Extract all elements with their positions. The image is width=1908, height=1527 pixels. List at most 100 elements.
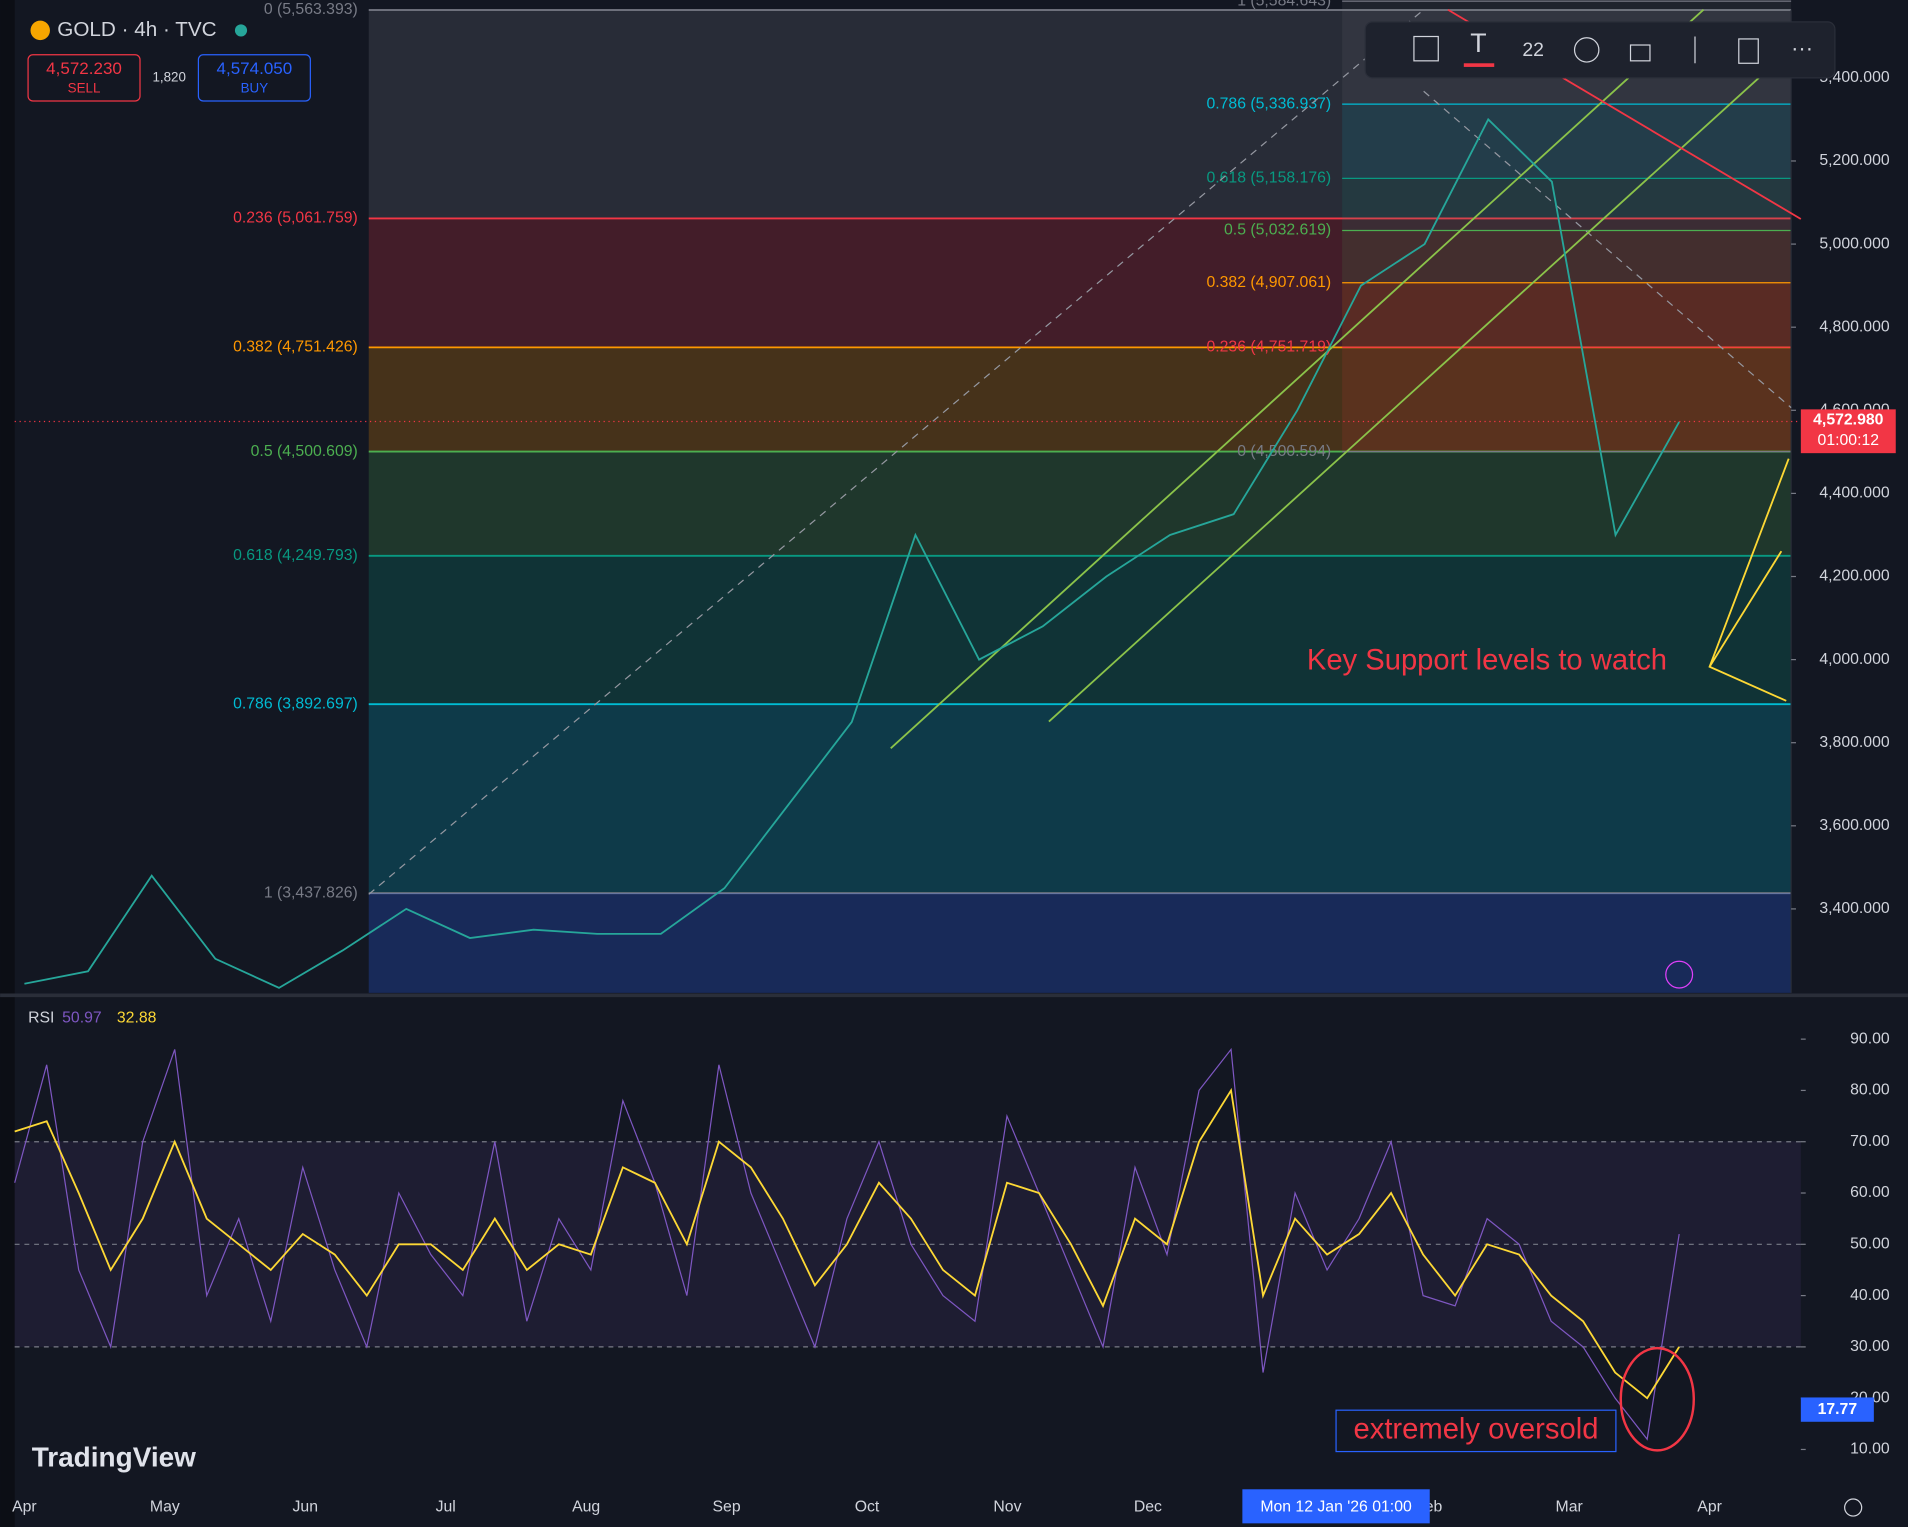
y-tick-label: 4,800.000 [1819,318,1889,335]
sell-button[interactable] [27,54,141,102]
fib-band [1342,347,1792,452]
settings-icon[interactable] [1573,37,1600,63]
arrow [1708,550,1783,668]
fib-label: 1 (5,584.643) [1237,0,1331,9]
x-tick-label: May [150,1499,180,1516]
status-dot [234,24,248,37]
y-tick-label: 50.00 [1850,1235,1890,1252]
fib-label: 0.236 (5,061.759) [233,210,358,227]
channel-line [1048,47,1792,723]
price-line [24,117,1680,989]
x-tick-label: Nov [993,1499,1021,1516]
y-tick-label: 5,400.000 [1819,69,1889,86]
sell-label: SELL [68,80,101,95]
x-tick-label: Oct [855,1499,880,1516]
x-tick-label: Mar [1556,1499,1583,1516]
crosshair-label: Mon 12 Jan '26 01:00 [1260,1499,1412,1516]
tool-icon[interactable] [1413,35,1439,62]
fib-label: 0.786 (5,336.937) [1206,95,1331,112]
font-size[interactable]: 22 [1522,39,1544,61]
fib-band [1342,178,1792,231]
y-tick-label: 5,200.000 [1819,152,1889,169]
x-tick-label: Apr [1697,1499,1722,1516]
circle-annotation [1619,1346,1695,1452]
y-tick-label: 60.00 [1850,1184,1890,1201]
trend-dashed [368,9,1425,895]
y-tick-label: 3,600.000 [1819,817,1889,834]
rsi-tag-label: 17.77 [1818,1401,1858,1418]
header: GOLD · 4h · TVC 4,572.230 SELL 1,820 4,5… [27,18,311,102]
y-tick-label: 3,800.000 [1819,734,1889,751]
fib-band [368,347,1792,452]
delete-icon[interactable] [1738,38,1759,64]
fib-label: 0 (5,563.393) [264,1,358,18]
fib-band [368,555,1792,705]
rsi-readout: 50.97 [62,1010,102,1027]
rsi-line [14,1087,1680,1400]
y-tick-label: 40.00 [1850,1287,1890,1304]
rsi-band [14,1141,1801,1347]
fib-layer: 0 (5,563.393) 0.236 (5,061.759) 0.382 (4,7… [233,0,1792,993]
rsi-tag [1800,1397,1874,1422]
left-edge [0,0,15,1527]
more-icon[interactable]: ··· [1791,36,1813,61]
symbol: GOLD · 4h · TVC [57,18,216,41]
text-color[interactable] [1463,63,1495,67]
sell-price: 4,572.230 [46,59,122,78]
y-tick-label: 5,000.000 [1819,235,1889,252]
symbol-icon [30,20,50,41]
toolbar: T 22 ··· [1364,21,1836,79]
fib-label: 1 (3,437.826) [264,884,358,901]
y-tick-label: 30.00 [1850,1338,1890,1355]
rsi-title: RSI [28,1010,54,1027]
lock-icon[interactable] [1629,44,1651,62]
y-tick-label: 4,000.000 [1819,651,1889,668]
fib-band [1342,230,1792,283]
y-tick-label: 3,400.000 [1819,900,1889,917]
annotation: extremely oversold [1354,1414,1599,1446]
fib-band [368,704,1792,894]
rsi-line [14,1047,1680,1441]
x-tick-label: Sep [713,1499,741,1516]
fib-label: 0.382 (4,751.426) [233,339,358,356]
fib-label: 0.5 (4,500.609) [251,443,358,460]
y-tick-label: 10.00 [1850,1441,1890,1458]
annotation-box [1335,1409,1617,1453]
y-tick-label: 70.00 [1850,1133,1890,1150]
alert-icon[interactable] [1665,960,1694,989]
buy-button[interactable] [197,54,311,102]
fib-label: 0.5 (5,032.619) [1224,222,1331,239]
fib-band [368,451,1792,556]
text-tool[interactable]: T [1470,28,1486,58]
fib-band [1342,104,1792,179]
fib-band [1342,282,1792,348]
x-tick-label: Jul [436,1499,456,1516]
y-tick-label: 4,200.000 [1819,568,1889,585]
x-tick-label: Dec [1134,1499,1162,1516]
price-tag-label: 4,572.980 [1813,411,1883,428]
fib-label: 0.236 (4,751.719) [1206,338,1331,355]
trend-dashed [1423,90,1792,409]
fib-label: 0.786 (3,892.697) [233,695,358,712]
price-tag [1800,409,1896,454]
y-tick-label: 80.00 [1850,1082,1890,1099]
crosshair-label-bg [1242,1489,1430,1524]
fib-label: 0.382 (4,907.061) [1206,274,1331,291]
toolbar-bg [1364,21,1836,79]
x-tick-label: Apr [12,1499,37,1516]
rsi-pane: RSI 50.97 32.88 [14,1010,1801,1347]
spread: 1,820 [152,69,185,84]
buy-price: 4,574.050 [217,59,293,78]
x-tick-label: Jun [293,1499,318,1516]
buy-label: BUY [241,80,269,95]
channel-line [890,9,1705,749]
logo: TradingView [32,1441,196,1472]
settings-icon[interactable] [1844,1498,1863,1517]
fib-label: 0.618 (5,158.176) [1206,170,1331,187]
countdown: 01:00:12 [1818,432,1880,449]
fib-label: 0.618 (4,249.793) [233,547,358,564]
x-tick-label: Aug [572,1499,600,1516]
y-tick-label: 90.00 [1850,1030,1890,1047]
